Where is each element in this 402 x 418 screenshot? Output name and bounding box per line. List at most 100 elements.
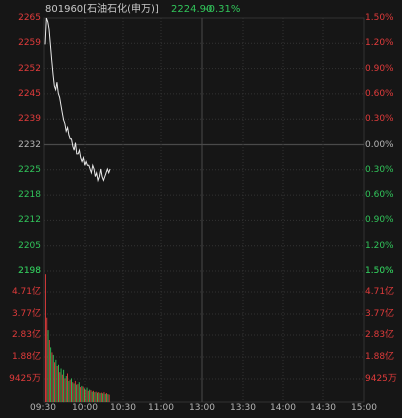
percent-tick-label: 1.50% <box>365 266 394 276</box>
volume-bar <box>59 372 61 402</box>
volume-tick-label: 2.83亿 <box>365 330 395 340</box>
volume-bar <box>85 389 87 402</box>
volume-tick-label: 9425万 <box>365 374 397 384</box>
volume-tick-label: 1.88亿 <box>11 352 41 362</box>
volume-bar <box>55 359 57 402</box>
volume-bar <box>71 378 72 402</box>
volume-bar <box>91 391 93 402</box>
price-line <box>44 17 111 183</box>
volume-bar <box>46 317 48 402</box>
volume-bar <box>93 390 94 402</box>
volume-bar <box>89 389 91 402</box>
price-tick-label: 2205 <box>18 240 41 251</box>
volume-tick-label: 9425万 <box>9 374 41 384</box>
volume-bar <box>107 394 109 402</box>
volume-bar <box>78 382 80 402</box>
percent-tick-label: 1.50% <box>365 266 394 276</box>
volume-bar <box>81 385 83 402</box>
time-tick-label: 10:00 <box>72 403 98 413</box>
price-tick-label: 2198 <box>18 266 41 276</box>
price-tick-label: 2245 <box>18 88 41 99</box>
last-price: 2224.90 <box>171 4 213 15</box>
volume-bar <box>61 374 63 402</box>
percent-tick-label: 0.30% <box>365 114 394 125</box>
volume-tick-label: 3.77亿 <box>11 309 41 319</box>
time-tick-label: 14:30 <box>310 403 336 413</box>
volume-bar <box>100 392 102 402</box>
time-tick-label: 14:00 <box>270 403 296 413</box>
percent-tick-label: 1.20% <box>365 240 394 251</box>
volume-bar <box>77 384 79 402</box>
volume-bar <box>68 380 70 402</box>
index-code: 801960 <box>45 4 84 15</box>
volume-tick-label: 1.88亿 <box>365 352 395 362</box>
chart-frame <box>43 17 365 403</box>
volume-bar <box>48 340 50 402</box>
volume-bar <box>86 387 88 402</box>
volume-bar <box>54 362 55 402</box>
volume-bar <box>82 386 84 402</box>
volume-bar <box>50 347 52 402</box>
volume-bar <box>102 393 104 402</box>
price-tick-label: 2239 <box>18 114 41 125</box>
volume-bar <box>80 387 81 402</box>
volume-bar <box>95 391 97 402</box>
volume-bar <box>76 384 78 402</box>
volume-tick-label: 3.77亿 <box>365 309 395 319</box>
volume-bar <box>56 366 58 402</box>
price-tick-label: 2212 <box>18 215 41 226</box>
change-percent: -0.31% <box>205 4 241 15</box>
price-tick-label: 2265 <box>18 13 41 23</box>
volume-bar <box>103 392 105 402</box>
price-tick-label: 2198 <box>18 266 41 276</box>
time-tick-label: 15:00 <box>351 403 377 413</box>
volume-bar <box>104 393 106 402</box>
volume-bar <box>99 393 101 402</box>
volume-tick-label: 4.71亿 <box>11 287 41 297</box>
volume-bar <box>63 369 65 403</box>
volume-bar <box>97 392 98 402</box>
volume-bar <box>52 354 54 402</box>
volume-bar <box>65 376 67 402</box>
volume-bar <box>90 390 92 402</box>
volume-bar <box>60 368 62 402</box>
volume-bar <box>45 274 46 402</box>
percent-tick-label: 0.30% <box>365 164 394 175</box>
volume-bar <box>64 378 66 402</box>
volume-bar <box>58 364 59 402</box>
volume-bar <box>47 330 49 402</box>
volume-bar <box>94 392 96 402</box>
volume-bar <box>69 379 71 402</box>
time-tick-label: 10:30 <box>110 403 136 413</box>
percent-tick-label: 0.90% <box>365 215 394 226</box>
time-tick-label: 13:30 <box>230 403 256 413</box>
volume-bar <box>67 373 68 402</box>
time-tick-label: 13:00 <box>189 403 215 413</box>
volume-bar <box>108 394 110 402</box>
index-name: [石油石化(申万)] <box>83 4 159 15</box>
percent-tick-label: 1.50% <box>365 13 394 23</box>
time-tick-label: 11:00 <box>148 403 174 413</box>
volume-bar <box>51 352 53 402</box>
index-title: 801960[石油石化(申万)] <box>45 3 159 17</box>
percent-tick-label: 0.60% <box>365 190 394 201</box>
volume-bar <box>74 380 76 402</box>
volume-bar <box>98 392 100 402</box>
volume-bar <box>73 383 75 402</box>
percent-tick-label: 0.90% <box>365 63 394 74</box>
volume-bar <box>106 393 107 402</box>
time-tick-label: 09:30 <box>30 403 56 413</box>
price-tick-label: 2225 <box>18 164 41 175</box>
volume-bar <box>84 388 85 402</box>
price-tick-label: 2232 <box>18 139 41 150</box>
volume-bar <box>87 390 89 402</box>
price-tick-label: 2259 <box>18 38 41 49</box>
percent-tick-label: 0.00% <box>365 139 394 150</box>
volume-tick-label: 2.83亿 <box>11 330 41 340</box>
price-tick-label: 2252 <box>18 63 41 74</box>
percent-tick-label: 1.20% <box>365 38 394 49</box>
volume-bar <box>72 382 74 402</box>
percent-tick-label: 0.60% <box>365 88 394 99</box>
